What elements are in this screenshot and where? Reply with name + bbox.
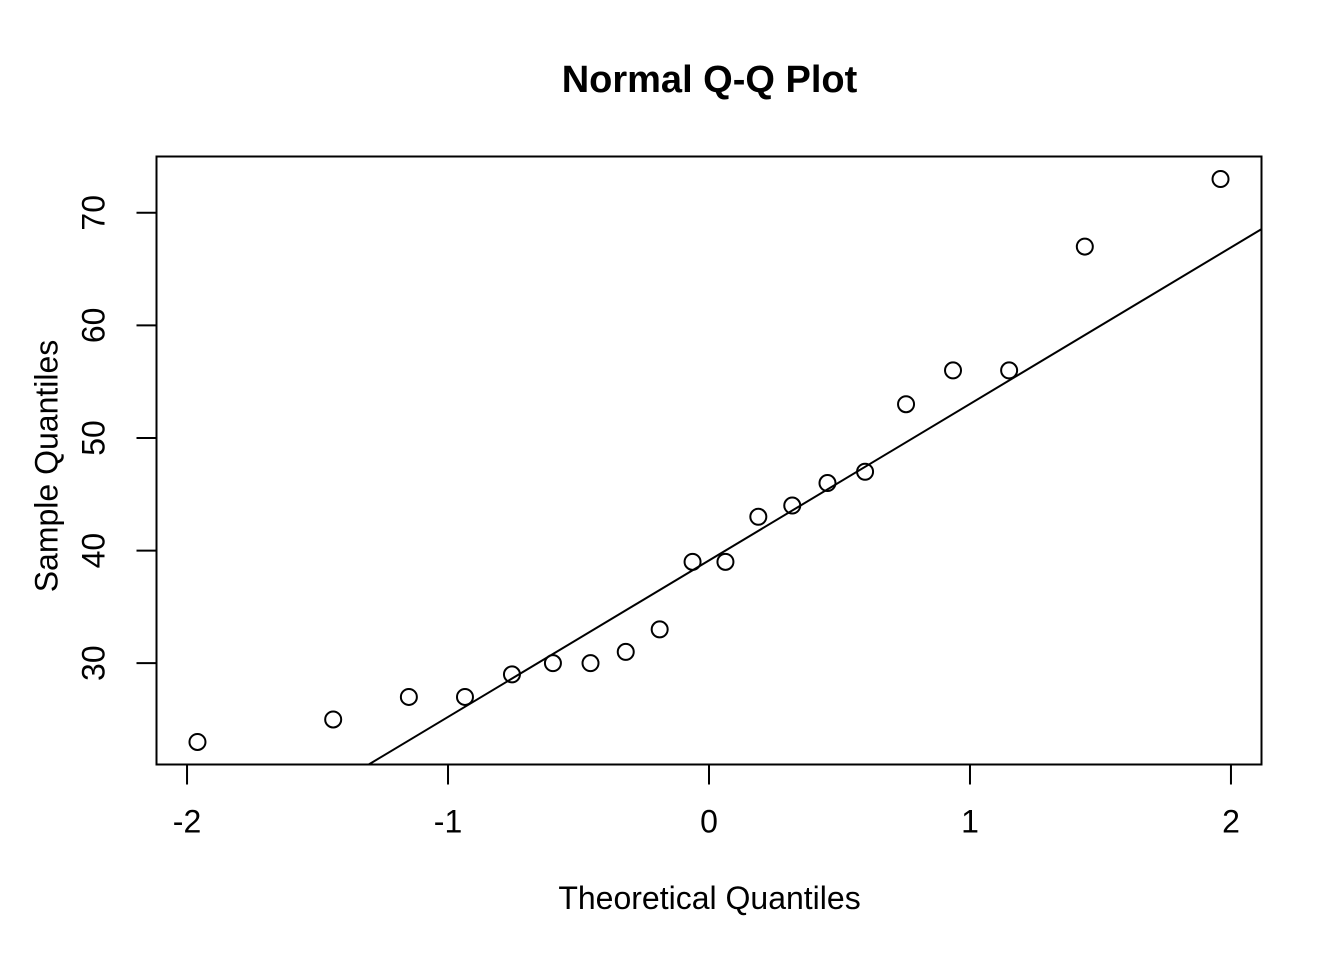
data-point <box>749 507 768 526</box>
data-point <box>1211 170 1230 189</box>
data-point <box>188 732 207 751</box>
data-point <box>856 462 875 481</box>
data-point <box>581 654 600 673</box>
x-tick-label: 2 <box>1222 804 1240 840</box>
data-point <box>716 552 735 571</box>
data-point <box>1000 361 1019 380</box>
x-axis-label: Theoretical Quantiles <box>558 880 861 916</box>
plot-box <box>155 155 1263 766</box>
y-tick-label: 60 <box>76 308 112 344</box>
data-point <box>543 654 562 673</box>
x-tick-label: -1 <box>434 804 462 840</box>
data-point <box>616 642 635 661</box>
data-point <box>399 687 418 706</box>
x-tick-label: 0 <box>700 804 718 840</box>
y-axis-label: Sample Quantiles <box>28 339 65 593</box>
data-point <box>818 474 837 493</box>
chart-title: Normal Q-Q Plot <box>561 59 858 101</box>
data-point <box>944 361 963 380</box>
data-point <box>650 620 669 639</box>
data-point <box>783 496 802 515</box>
y-tick-label: 50 <box>76 420 112 456</box>
y-tick-label: 30 <box>76 645 112 681</box>
data-point <box>1075 237 1094 256</box>
y-tick-label: 40 <box>76 533 112 569</box>
data-point <box>897 395 916 414</box>
data-point <box>455 687 474 706</box>
data-point <box>502 665 521 684</box>
x-tick-label: -2 <box>173 804 201 840</box>
data-point <box>324 710 343 729</box>
qq-line <box>368 228 1263 766</box>
x-tick-label: 1 <box>961 804 979 840</box>
y-tick-label: 70 <box>76 195 112 231</box>
data-point <box>683 552 702 571</box>
